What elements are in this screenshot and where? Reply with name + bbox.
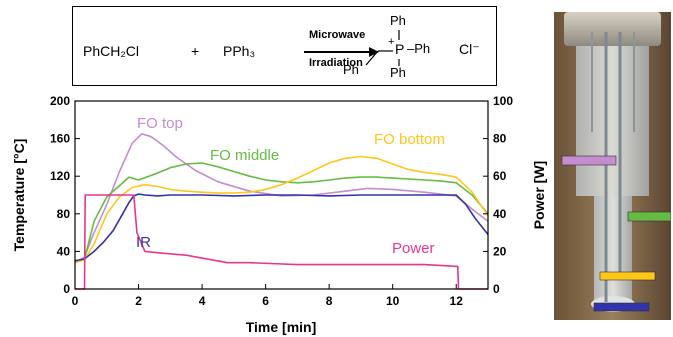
y-axis-right-title: Power [W] — [531, 161, 547, 229]
y-right-tick-label: 100 — [493, 94, 513, 108]
sensor-marker-bottom — [599, 271, 656, 281]
product-ph-bottom: Ph — [390, 65, 406, 80]
series-label-fo-top: FO top — [137, 115, 183, 132]
y-right-tick-label: 80 — [493, 132, 507, 146]
y-right-tick-label: 60 — [493, 169, 507, 183]
series-line-power — [75, 194, 488, 290]
condition-microwave: Microwave — [309, 29, 366, 41]
sensor-marker-middle — [627, 211, 671, 222]
x-axis-title: Time [min] — [246, 319, 317, 335]
y-left-tick-label: 160 — [50, 132, 70, 146]
sensor-marker-top — [561, 155, 617, 166]
series-label-fo-middle: FO middle — [210, 147, 279, 164]
reactant-triphenylphosphine: PPh₃ — [223, 43, 256, 59]
y-left-tick-label: 80 — [57, 207, 71, 221]
y-axis-left-title: Temperature [°C] — [11, 139, 27, 252]
x-tick-label: 12 — [450, 294, 464, 308]
vessel-neck — [576, 46, 649, 196]
product-counterion: Cl⁻ — [459, 41, 480, 57]
x-tick-label: 8 — [326, 294, 333, 308]
y-left-tick-label: 40 — [57, 244, 71, 258]
reaction-arrowhead — [369, 47, 379, 57]
y-right-tick-label: 40 — [493, 207, 507, 221]
reaction-scheme: PhCH₂Cl + PPh₃ Microwave Irradiation Ph … — [72, 6, 497, 86]
x-tick-label: 6 — [262, 294, 269, 308]
product-bonds — [365, 30, 400, 66]
x-tick-label: 2 — [135, 294, 142, 308]
series-label-ir: IR — [136, 234, 151, 251]
condition-irradiation: Irradiation — [309, 57, 363, 69]
y-left-tick-label: 120 — [50, 169, 70, 183]
series-line-ir — [74, 193, 489, 262]
x-tick-label: 0 — [72, 294, 79, 308]
y-right-tick-label: 0 — [493, 282, 500, 296]
vessel-tube — [594, 196, 632, 306]
y-right-tick-label: 20 — [493, 244, 507, 258]
series-line-fo-bottom — [74, 155, 489, 264]
chart-series-group — [74, 133, 489, 290]
reaction-vessel-photo — [554, 12, 671, 320]
plot-frame — [74, 100, 489, 290]
x-tick-label: 10 — [386, 294, 400, 308]
series-line-fo-middle — [74, 162, 489, 264]
series-label-power: Power — [392, 240, 435, 257]
product-charge: + — [388, 36, 395, 48]
y-left-tick-label: 0 — [63, 282, 70, 296]
series-line-fo-top — [74, 133, 489, 264]
reactant-benzyl-chloride: PhCH₂Cl — [83, 43, 139, 59]
x-tick-label: 4 — [199, 294, 206, 308]
y-left-tick-label: 200 — [50, 94, 70, 108]
vessel-cap — [564, 12, 661, 46]
product-ph-top: Ph — [390, 13, 406, 28]
product-ph-right: –Ph — [407, 41, 431, 56]
product-benzyl-ph: Ph — [343, 62, 359, 77]
product-phosphorus: P — [395, 41, 405, 57]
sensor-marker-ir — [593, 302, 650, 312]
series-label-fo-bottom: FO bottom — [374, 131, 445, 148]
reaction-arrow — [304, 51, 372, 53]
plus-sign: + — [191, 43, 200, 59]
series-labels: FO top FO middle FO bottom IR Power — [136, 115, 445, 257]
